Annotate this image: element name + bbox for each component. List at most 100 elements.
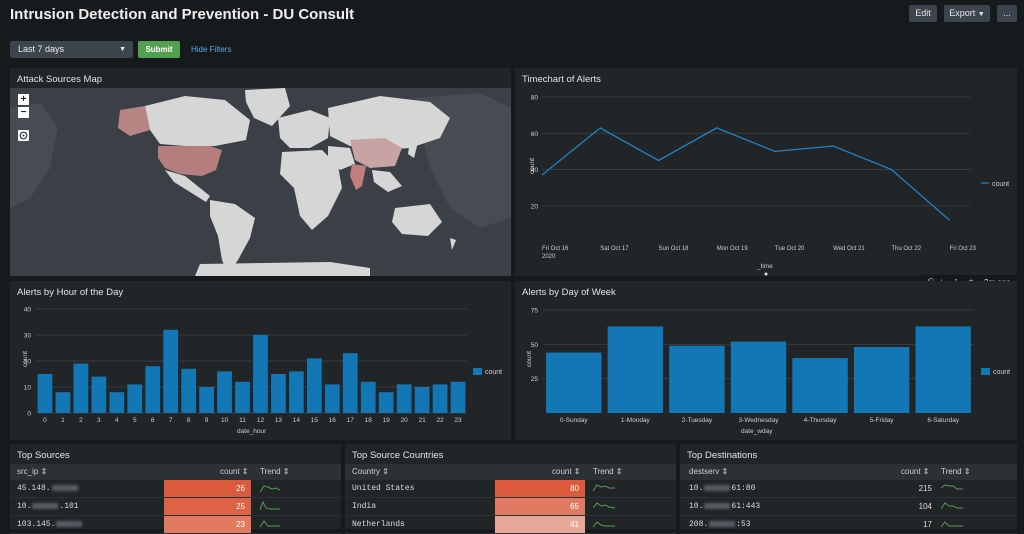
bar-4-Thursday[interactable] (792, 358, 848, 413)
bar-13[interactable] (271, 374, 286, 413)
trend-sparkline (260, 500, 280, 511)
column-header-country[interactable]: Country ⇕ (352, 467, 389, 476)
bar-6-Saturday[interactable] (915, 326, 971, 413)
map-greenland (245, 88, 290, 126)
x-tick-label: 20 (401, 417, 409, 424)
export-button[interactable]: Export ▼ (944, 5, 990, 22)
pager-dot[interactable] (764, 272, 768, 276)
x-tick-label: 2-Tuesday (682, 417, 713, 424)
table-row[interactable]: Netherlands 41 (345, 516, 676, 534)
table-row[interactable]: 10. 61:80 215 (680, 480, 1017, 498)
weekday-chart-panel: Alerts by Day of Week 25 50 75 0-Sunday 1-M… (515, 281, 1017, 440)
trend-sparkline (941, 502, 963, 510)
weekday-bar-chart[interactable]: 25 50 75 0-Sunday 1-Monday 2-Tuesday 3-Wednes… (515, 281, 1017, 440)
x-tick-label: 11 (239, 417, 246, 424)
column-header-src-ip[interactable]: src_ip ⇕ (17, 467, 48, 476)
panel-title: Alerts by Hour of the Day (17, 287, 124, 298)
bar-5-Friday[interactable] (853, 347, 910, 413)
bar-19[interactable] (378, 392, 394, 413)
y-tick-label: 0 (27, 411, 31, 418)
x-tick-label: 18 (365, 417, 373, 424)
bar-7[interactable] (163, 329, 179, 413)
redacted-mask (704, 502, 731, 509)
bar-8[interactable] (181, 368, 197, 413)
bar-0-Sunday[interactable] (546, 352, 602, 413)
bar-6[interactable] (145, 366, 161, 413)
bar-21[interactable] (414, 387, 430, 413)
ip-prefix: 103.145. (17, 520, 56, 529)
count-cell: 23 (164, 516, 251, 533)
time-range-dropdown[interactable]: Last 7 days ▼ (10, 41, 133, 58)
trend-sparkline (593, 502, 615, 509)
column-header-trend[interactable]: Trend ⇕ (260, 467, 290, 476)
bar-12[interactable] (253, 335, 268, 413)
legend-swatch (473, 368, 482, 375)
bar-15[interactable] (306, 358, 322, 413)
count-cell: 215 (918, 484, 932, 493)
bar-22[interactable] (432, 384, 448, 413)
world-map[interactable] (10, 88, 511, 276)
table-row[interactable]: 208.:53 17 (680, 516, 1017, 534)
top-sources-panel: Top Sources src_ip ⇕ count ⇕ Trend ⇕ 45.… (10, 444, 341, 534)
bar-5[interactable] (127, 384, 143, 413)
zoom-out-button[interactable]: − (18, 107, 29, 118)
bar-18[interactable] (360, 381, 376, 413)
bar-2[interactable] (73, 363, 89, 413)
timechart-chart[interactable]: 20 40 60 80 Fri Oct 16 Sat Oct 17 Sun Oct 18 M… (515, 68, 1017, 276)
table-row[interactable]: 45.148. 26 (10, 480, 341, 498)
trend-sparkline (941, 484, 963, 490)
x-tick-label: Mon Oct 19 (717, 246, 749, 252)
bar-1-Monday[interactable] (607, 326, 664, 413)
hide-filters-link[interactable]: Hide Filters (191, 45, 232, 54)
trend-sparkline (593, 484, 615, 492)
top-source-countries-panel: Top Source Countries Country ⇕ count ⇕ T… (345, 444, 676, 534)
submit-button[interactable]: Submit (138, 41, 180, 58)
export-label: Export (949, 8, 976, 18)
trend-sparkline (260, 520, 280, 528)
bar-1[interactable] (55, 392, 71, 413)
src-ip-cell: 103.145. (17, 520, 83, 529)
map-europe (278, 110, 330, 148)
column-header-trend[interactable]: Trend ⇕ (941, 467, 971, 476)
trend-sparkline (941, 521, 963, 528)
edit-button[interactable]: Edit (909, 5, 937, 22)
legend-swatch (981, 368, 990, 375)
bar-10[interactable] (217, 371, 232, 413)
table-row[interactable]: 10. 61:443 104 (680, 498, 1017, 516)
bar-3-Wednesday[interactable] (730, 341, 787, 413)
bar-4[interactable] (109, 392, 125, 413)
table-row[interactable]: United States 80 (345, 480, 676, 498)
bar-14[interactable] (289, 371, 304, 413)
zoom-in-button[interactable]: + (18, 94, 29, 105)
bar-9[interactable] (199, 387, 214, 413)
column-header-trend[interactable]: Trend ⇕ (593, 467, 623, 476)
bar-2-Tuesday[interactable] (669, 345, 725, 413)
column-header-count[interactable]: count ⇕ (220, 467, 249, 476)
column-header-count[interactable]: count ⇕ (901, 467, 930, 476)
table-row[interactable]: India 65 (345, 498, 676, 516)
table-header: src_ip ⇕ count ⇕ Trend ⇕ (10, 464, 341, 480)
map-antarctica (195, 262, 370, 276)
reset-view-button[interactable] (18, 130, 29, 141)
table-row[interactable]: 103.145. 23 (10, 516, 341, 534)
bar-20[interactable] (396, 384, 412, 413)
bar-23[interactable] (450, 381, 466, 413)
legend-label: count (992, 181, 1009, 188)
x-tick-label: 12 (257, 417, 265, 424)
y-tick-label: 40 (24, 307, 32, 314)
bar-17[interactable] (342, 353, 358, 413)
count-cell: 80 (495, 480, 585, 497)
bar-0[interactable] (37, 374, 53, 413)
column-header-count[interactable]: count ⇕ (552, 467, 581, 476)
column-header-destserv[interactable]: destserv ⇕ (689, 467, 729, 476)
bar-16[interactable] (324, 384, 340, 413)
bar-3[interactable] (91, 376, 107, 413)
map-middle-east (328, 146, 355, 170)
table-row[interactable]: 10. .101 25 (10, 498, 341, 516)
x-tick-label: Fri Oct 16 (542, 246, 569, 252)
attack-sources-map-panel: Attack Sources Map (10, 68, 511, 276)
bar-11[interactable] (235, 381, 250, 413)
more-button[interactable]: ... (997, 5, 1017, 22)
